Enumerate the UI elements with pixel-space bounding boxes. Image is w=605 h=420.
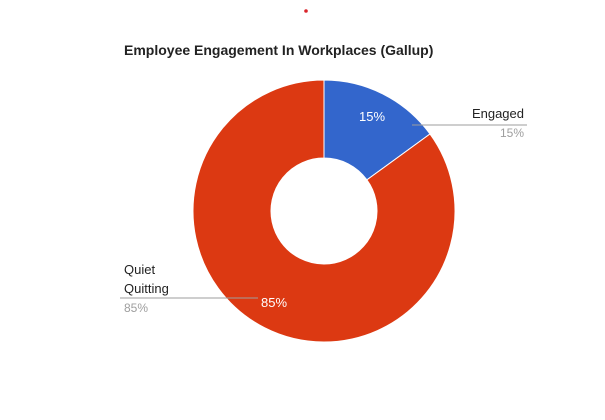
slice-quiet-quitting [192, 79, 456, 343]
legend-name-quiet-quitting-2: Quitting [124, 281, 169, 296]
red-dot-marker [304, 9, 308, 13]
chart-title: Employee Engagement In Workplaces (Gallu… [124, 42, 434, 58]
legend-name-engaged: Engaged [472, 106, 524, 121]
legend-name-quiet-quitting-1: Quiet [124, 262, 155, 277]
legend-value-quiet-quitting: 85% [124, 301, 148, 315]
slice-label-engaged: 15% [359, 109, 385, 124]
slice-label-quiet-quitting: 85% [261, 295, 287, 310]
legend-value-engaged: 15% [500, 126, 524, 140]
